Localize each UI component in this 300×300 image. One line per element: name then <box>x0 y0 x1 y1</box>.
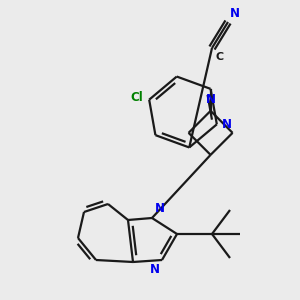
Text: N: N <box>150 263 160 276</box>
Text: N: N <box>155 202 165 215</box>
Text: C: C <box>216 52 224 62</box>
Text: N: N <box>222 118 232 131</box>
Text: Cl: Cl <box>130 91 143 104</box>
Text: N: N <box>230 7 240 20</box>
Text: N: N <box>206 93 216 106</box>
